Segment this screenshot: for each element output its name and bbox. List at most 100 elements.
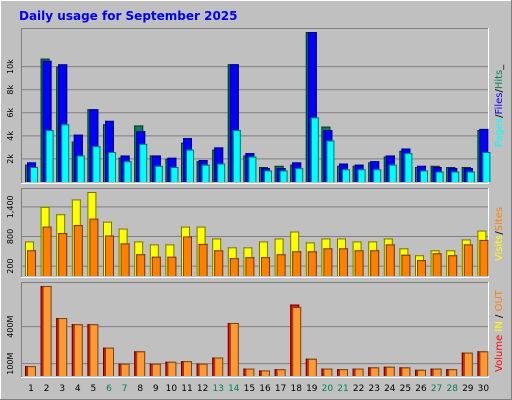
bar-edge-top <box>120 363 130 365</box>
bar-edge-left <box>243 247 245 276</box>
bar-edge-right <box>331 368 333 376</box>
bar-fill <box>76 155 85 182</box>
bar-edge-top <box>276 168 286 170</box>
bar-fill <box>482 152 491 182</box>
bar-edge-top <box>245 153 255 155</box>
bar-edge-top <box>229 322 239 324</box>
bar-edge-right <box>144 254 146 276</box>
y-tick-label: 8k <box>6 84 15 94</box>
bar-fill <box>310 117 319 182</box>
bar-edge-top <box>45 130 54 132</box>
bar-edge-right <box>378 250 380 276</box>
bar-edge-top <box>27 366 36 368</box>
bar-edge-top <box>123 161 132 163</box>
x-tick-label-day-17: 17 <box>275 384 286 394</box>
bar-files-day-14 <box>229 64 239 182</box>
x-tick-label-day-23: 23 <box>368 384 379 394</box>
x-tick-label-day-6: 6 <box>106 384 112 394</box>
bar-edge-top <box>385 244 395 246</box>
bar-edge-top <box>151 363 161 365</box>
bar-pages-day-5 <box>92 146 101 182</box>
bar-edge-left <box>292 251 294 276</box>
bar-edge-top <box>292 162 302 164</box>
bar-fill <box>339 369 348 376</box>
bar-edge-top <box>432 368 442 370</box>
bar-edge-right <box>427 170 428 182</box>
bar-pages-day-15 <box>248 156 257 182</box>
bar-fill <box>248 156 257 182</box>
bar-edge-left <box>323 248 325 276</box>
bar-edge-left <box>134 125 136 182</box>
bar-edge-right <box>161 165 163 182</box>
bar-edge-left <box>339 163 340 182</box>
legend-label-part: Files <box>494 93 505 115</box>
bar-edge-left <box>290 231 292 276</box>
bar-fill <box>232 130 241 182</box>
bar-edge-left <box>261 370 262 376</box>
bar-edge-left <box>420 170 421 182</box>
bar-edge-top <box>154 165 163 167</box>
bar-edge-top <box>103 221 112 223</box>
bar-edge-top <box>326 140 335 142</box>
bar-edge-left <box>92 146 94 182</box>
bar-edge-top <box>89 324 99 326</box>
bar-out-day-11 <box>183 361 192 376</box>
bar-fill <box>139 143 148 182</box>
bar-pages-day-11 <box>186 149 194 182</box>
bar-edge-left <box>401 254 403 276</box>
bar-edge-left <box>321 238 323 276</box>
legend-label-part: OUT <box>494 289 505 311</box>
bar-edge-top <box>105 120 114 122</box>
bar-edge-top <box>404 153 413 155</box>
bar-fill <box>385 244 395 276</box>
bar-edge-right <box>239 130 241 182</box>
y-tick-label: 4k <box>6 131 15 141</box>
bar-edge-top <box>181 226 190 228</box>
bar-edge-top <box>461 239 471 241</box>
bar-edge-right <box>206 363 208 376</box>
bar-edge-left <box>120 363 122 376</box>
bar-fill <box>295 168 304 182</box>
bar-edge-left <box>73 134 75 182</box>
bar-pages-day-12 <box>201 164 210 182</box>
bar-edge-left <box>71 199 73 276</box>
bar-edge-left <box>342 169 343 182</box>
bar-edge-left <box>214 147 216 182</box>
bar-edge-left <box>383 238 385 276</box>
bar-edge-top <box>292 306 302 308</box>
bar-edge-right <box>349 169 350 182</box>
bar-edge-top <box>259 167 268 168</box>
bar-fill <box>58 64 68 182</box>
bar-edge-left <box>326 140 328 182</box>
bar-fill <box>30 167 38 182</box>
bar-edge-left <box>432 167 434 182</box>
bar-edge-top <box>385 366 395 368</box>
bar-sites-day-8 <box>136 254 146 276</box>
bar-edge-left <box>212 357 214 376</box>
bar-out-day-29 <box>463 352 473 376</box>
bar-fill <box>370 367 380 376</box>
bar-fill <box>229 64 239 182</box>
bar-edge-right <box>66 64 68 182</box>
bar-edge-left <box>292 306 294 376</box>
bar-edge-left <box>292 162 294 182</box>
bar-edge-left <box>27 250 28 276</box>
bar-sites-day-14 <box>229 258 239 276</box>
y-tick-label: 400M <box>6 316 15 338</box>
bar-edge-top <box>448 168 458 170</box>
bar-edge-top <box>370 367 380 369</box>
bar-edge-left <box>243 155 245 182</box>
x-tick-label-day-18: 18 <box>290 384 302 394</box>
x-tick-label-day-1: 1 <box>28 384 34 394</box>
bar-files-day-3 <box>58 64 68 182</box>
bar-edge-top <box>227 247 237 249</box>
x-tick-label-day-30: 30 <box>478 384 490 394</box>
x-tick-label-day-26: 26 <box>415 384 427 394</box>
bar-fill <box>151 363 161 376</box>
bar-edge-left <box>321 126 323 182</box>
bar-edge-left <box>42 286 44 376</box>
bar-fill <box>276 369 286 376</box>
bar-edge-left <box>136 351 138 376</box>
panel-hits-files-pages: 2k 4k 6k 8k 10k <box>6 28 491 184</box>
bar-edge-top <box>448 255 458 257</box>
